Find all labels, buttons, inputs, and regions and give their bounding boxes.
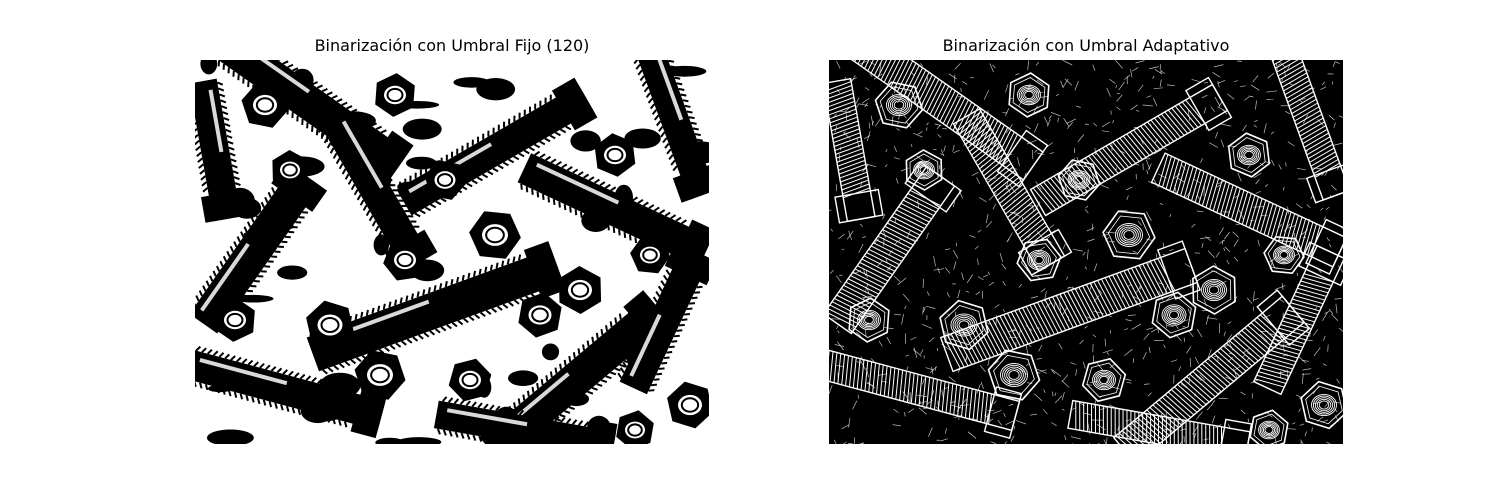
hex-nut-shape [1263, 235, 1305, 275]
hex-nut-shape [375, 73, 415, 117]
hex-nut-shape [939, 299, 989, 351]
fixed-threshold-panel: Binarización con Umbral Fijo (120) [195, 36, 709, 444]
hex-nut-shape [383, 239, 427, 281]
bolt-shape [195, 345, 388, 439]
fixed-threshold-image-svg [195, 60, 709, 444]
hex-nut-shape [1249, 409, 1289, 444]
hex-nut-shape [987, 349, 1041, 401]
hex-nut-shape [616, 410, 654, 444]
hex-nut-shape [1300, 380, 1343, 430]
hex-nut-shape [1227, 132, 1271, 178]
hex-nut-shape [469, 211, 521, 259]
hex-nut-shape [518, 292, 562, 338]
hex-nut-shape [905, 149, 943, 191]
hex-nut-shape [594, 133, 636, 177]
hex-nut-shape [215, 298, 255, 342]
adaptive-threshold-image [829, 60, 1343, 444]
bolt-shape [617, 242, 709, 395]
bolt-shape [195, 78, 249, 223]
hex-nut-shape [1081, 357, 1127, 403]
hex-nut-shape [424, 160, 466, 200]
hex-nut-shape [1016, 238, 1062, 282]
bolt-shape [1067, 399, 1253, 444]
bolt-shape [952, 107, 1073, 277]
bolt-shape [633, 60, 709, 203]
hex-nut-shape [272, 150, 308, 190]
hex-nut-shape [1151, 291, 1197, 339]
bolt-shape [1267, 60, 1343, 204]
hex-nut-shape [848, 297, 890, 343]
hex-nut-shape [558, 266, 602, 314]
fixed-threshold-image [195, 60, 709, 444]
bolt-shape [1112, 289, 1311, 444]
bolt-shape [939, 240, 1201, 373]
adaptive-threshold-panel: Binarización con Umbral Adaptativo [750, 0, 1500, 500]
hex-nut-shape [1057, 159, 1101, 201]
bolt-shape [834, 60, 1049, 188]
bolt-shape [829, 77, 884, 224]
bolt-shape [829, 348, 1023, 439]
hex-nut-shape [354, 350, 406, 400]
hex-nut-shape [306, 300, 354, 350]
hex-nut-shape [1008, 72, 1050, 118]
bolt-shape [1150, 152, 1343, 275]
bolt-shape [433, 396, 618, 444]
hex-nut-shape [241, 82, 289, 128]
bolt-shape [1252, 241, 1343, 396]
bolt-shape [1029, 76, 1233, 217]
hex-nut-shape [448, 358, 492, 402]
hex-nut-shape [874, 81, 924, 129]
hex-nut-shape [1192, 265, 1236, 315]
adaptive-threshold-title: Binarización con Umbral Adaptativo [942, 36, 1230, 55]
fixed-threshold-title: Binarización con Umbral Fijo (120) [314, 36, 590, 55]
hex-nut-shape [667, 381, 709, 429]
hex-nut-shape [1102, 210, 1156, 260]
hex-nut-shape [630, 236, 670, 274]
bolt-shape [829, 160, 963, 335]
adaptive-threshold-image-svg [829, 60, 1343, 444]
